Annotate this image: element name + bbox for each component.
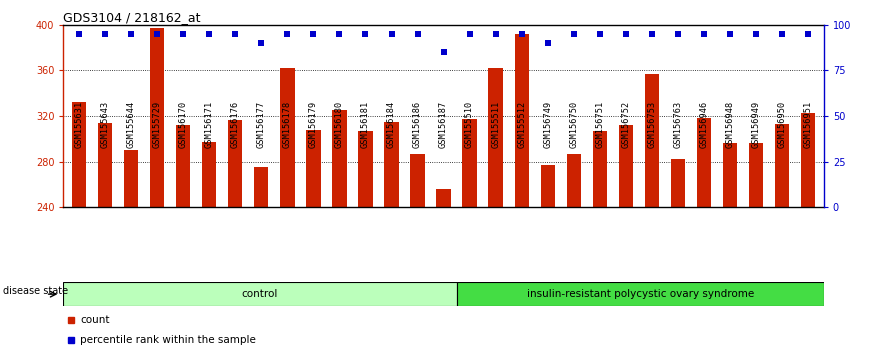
- Bar: [541, 165, 555, 207]
- Bar: [124, 150, 138, 207]
- Text: GSM155510: GSM155510: [465, 101, 474, 148]
- Text: GDS3104 / 218162_at: GDS3104 / 218162_at: [63, 11, 201, 24]
- Bar: [228, 120, 242, 207]
- Text: GSM156179: GSM156179: [309, 101, 318, 148]
- Text: GSM156171: GSM156171: [204, 101, 214, 148]
- Bar: [72, 102, 86, 207]
- Bar: [280, 68, 294, 207]
- Bar: [98, 123, 112, 207]
- Text: GSM156950: GSM156950: [778, 101, 787, 148]
- Text: disease state: disease state: [3, 286, 68, 296]
- Text: percentile rank within the sample: percentile rank within the sample: [80, 335, 256, 345]
- Text: GSM156170: GSM156170: [179, 101, 188, 148]
- Bar: [332, 110, 346, 207]
- Bar: [645, 74, 659, 207]
- Text: GSM155729: GSM155729: [152, 101, 162, 148]
- Text: GSM155512: GSM155512: [517, 101, 526, 148]
- Bar: [359, 131, 373, 207]
- Bar: [670, 159, 685, 207]
- Bar: [202, 142, 217, 207]
- Text: GSM156749: GSM156749: [544, 101, 552, 148]
- Bar: [593, 131, 607, 207]
- Text: GSM155631: GSM155631: [75, 101, 84, 148]
- Bar: [722, 143, 737, 207]
- Bar: [254, 167, 269, 207]
- Bar: [411, 154, 425, 207]
- Bar: [566, 154, 581, 207]
- Text: GSM156948: GSM156948: [725, 101, 735, 148]
- Text: count: count: [80, 315, 109, 325]
- Text: GSM156176: GSM156176: [231, 101, 240, 148]
- Bar: [488, 68, 503, 207]
- Bar: [463, 119, 477, 207]
- Bar: [697, 118, 711, 207]
- Text: GSM156177: GSM156177: [257, 101, 266, 148]
- Text: GSM156763: GSM156763: [673, 101, 683, 148]
- Text: GSM156187: GSM156187: [439, 101, 448, 148]
- Bar: [150, 28, 165, 207]
- Text: GSM156751: GSM156751: [596, 101, 604, 148]
- Bar: [456, 282, 824, 306]
- Text: insulin-resistant polycystic ovary syndrome: insulin-resistant polycystic ovary syndr…: [527, 289, 754, 299]
- Bar: [515, 34, 529, 207]
- Bar: [749, 143, 763, 207]
- Text: GSM156949: GSM156949: [751, 101, 760, 148]
- Bar: [307, 130, 321, 207]
- Text: GSM156181: GSM156181: [361, 101, 370, 148]
- Text: GSM156750: GSM156750: [569, 101, 578, 148]
- Text: GSM155644: GSM155644: [127, 101, 136, 148]
- Text: GSM156951: GSM156951: [803, 101, 812, 148]
- Bar: [775, 124, 789, 207]
- Text: GSM156186: GSM156186: [413, 101, 422, 148]
- Text: GSM156752: GSM156752: [621, 101, 630, 148]
- Bar: [384, 122, 399, 207]
- Text: GSM156946: GSM156946: [700, 101, 708, 148]
- Text: GSM155511: GSM155511: [492, 101, 500, 148]
- Text: GSM155643: GSM155643: [100, 101, 109, 148]
- Text: control: control: [242, 289, 278, 299]
- Bar: [801, 113, 815, 207]
- Text: GSM156178: GSM156178: [283, 101, 292, 148]
- Text: GSM156753: GSM156753: [648, 101, 656, 148]
- Bar: [436, 189, 451, 207]
- Text: GSM156184: GSM156184: [387, 101, 396, 148]
- Bar: [618, 125, 633, 207]
- Bar: [63, 282, 456, 306]
- Text: GSM156180: GSM156180: [335, 101, 344, 148]
- Bar: [176, 125, 190, 207]
